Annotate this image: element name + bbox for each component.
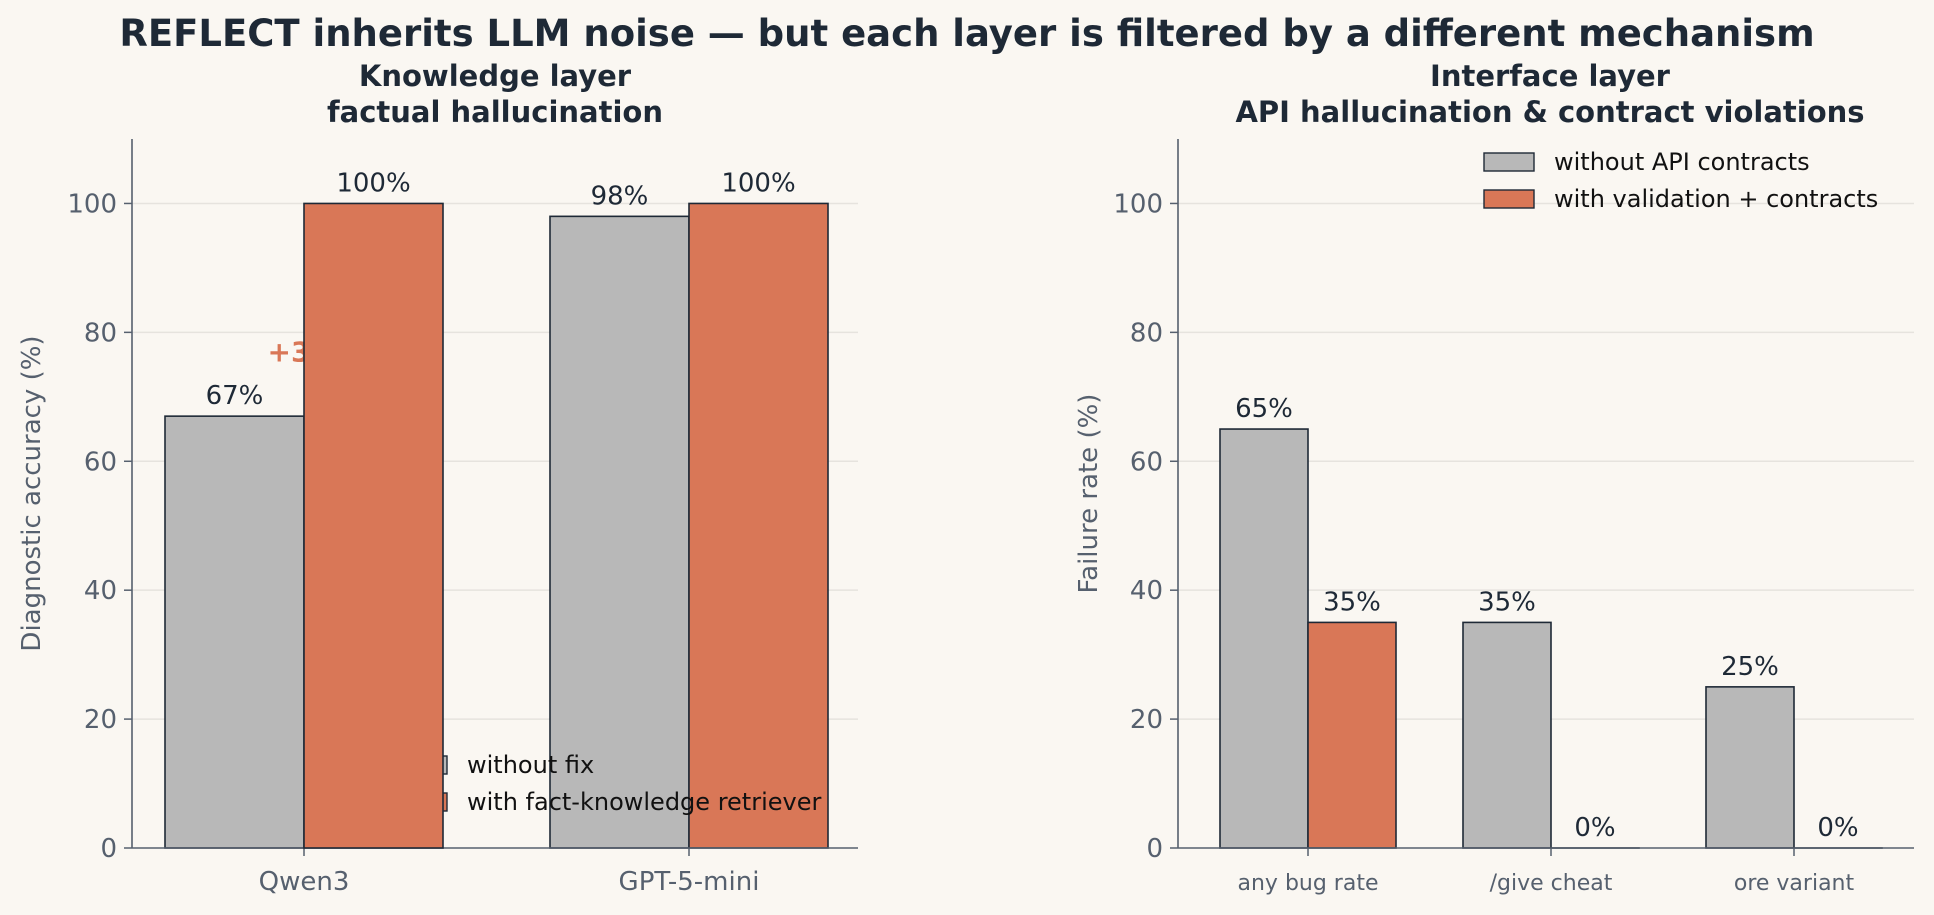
chart2-subtitle: API hallucination & contract violations — [1235, 95, 1864, 129]
chart2-data-label: 0% — [1817, 813, 1858, 843]
chart1-bar — [549, 215, 690, 849]
chart2-bar — [1462, 621, 1552, 849]
chart2-data-label: 65% — [1235, 394, 1293, 424]
chart2-bar — [1307, 621, 1397, 849]
chart2-xtick-label: /give cheat — [1490, 871, 1613, 896]
chart2-ytick-label: 100 — [1113, 189, 1163, 219]
chart2-data-label: 25% — [1721, 652, 1779, 682]
chart1-data-label: 100% — [721, 168, 795, 198]
chart2-data-label: 35% — [1323, 587, 1381, 617]
chart2-ytick-label: 40 — [1130, 576, 1163, 606]
chart2-xtick-label: ore variant — [1734, 871, 1855, 896]
chart1-ytick-label: 60 — [84, 447, 117, 477]
chart2-ytick-label: 20 — [1130, 705, 1163, 735]
chart2-ylabel: Failure rate (%) — [1074, 394, 1104, 594]
chart2-legend-swatch — [1483, 152, 1535, 172]
chart1-subtitle: factual hallucination — [327, 95, 663, 129]
chart2-title: Interface layer — [1430, 59, 1671, 93]
chart2-ytick-label: 60 — [1130, 447, 1163, 477]
chart2-bar — [1705, 686, 1795, 849]
chart1-title: Knowledge layer — [359, 59, 632, 93]
chart2-ytick-label: 0 — [1146, 834, 1163, 864]
chart1-data-label: 67% — [206, 381, 264, 411]
chart1-xtick-label: GPT-5-mini — [619, 867, 760, 897]
chart1-ytick-label: 0 — [100, 834, 117, 864]
chart2-xtick-label: any bug rate — [1238, 871, 1379, 896]
figure-title: REFLECT inherits LLM noise — but each la… — [119, 12, 1815, 55]
chart1-bar — [688, 202, 829, 849]
chart2-legend-swatch — [1483, 189, 1535, 209]
chart2-data-label: 35% — [1478, 587, 1536, 617]
chart1-ytick-label: 80 — [84, 318, 117, 348]
chart2-bar — [1219, 428, 1309, 849]
chart1-ytick-label: 100 — [67, 189, 117, 219]
chart1-legend-label: with fact-knowledge retriever — [467, 788, 821, 816]
chart1-data-label: 100% — [336, 168, 410, 198]
chart1-legend-label: without fix — [467, 751, 594, 779]
chart2-legend-label: without API contracts — [1554, 148, 1810, 176]
chart1-bar — [303, 202, 444, 849]
chart2-data-label: 0% — [1574, 813, 1615, 843]
chart1-bar — [164, 415, 305, 849]
chart1-xtick-label: Qwen3 — [259, 867, 350, 897]
chart1-ylabel: Diagnostic accuracy (%) — [17, 335, 47, 651]
chart2-ytick-label: 80 — [1130, 318, 1163, 348]
chart1-data-label: 98% — [591, 181, 649, 211]
chart2-legend-label: with validation + contracts — [1554, 185, 1878, 213]
chart1-ytick-label: 40 — [84, 576, 117, 606]
chart1-ytick-label: 20 — [84, 705, 117, 735]
